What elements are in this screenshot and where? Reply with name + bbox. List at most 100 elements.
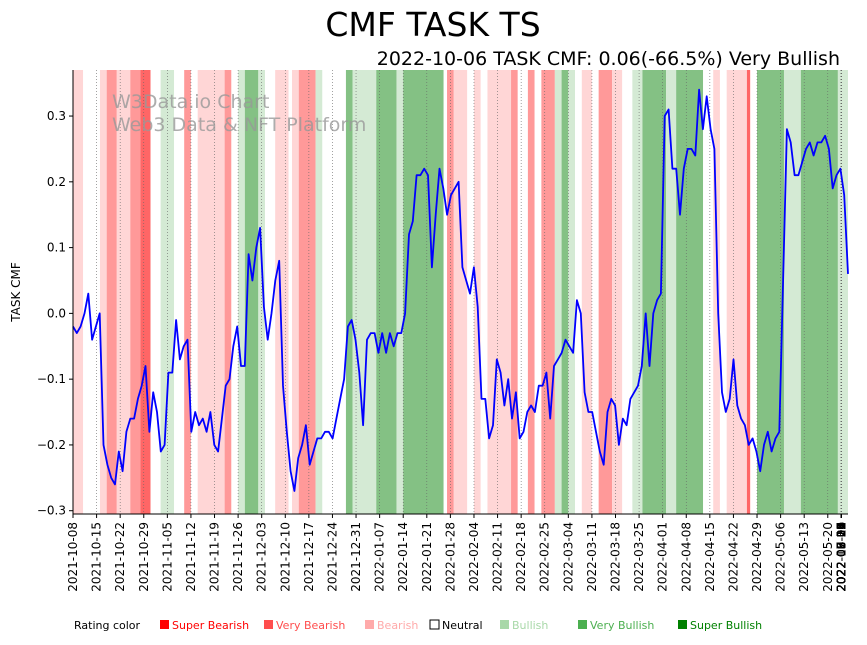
rating-band-neutral (443, 70, 448, 514)
x-tick-label: 2022-09-02 (834, 522, 848, 592)
x-tick-label: 2022-01-28 (443, 522, 457, 592)
rating-band-bullish (238, 70, 245, 514)
x-tick-label: 2022-03-18 (609, 522, 623, 592)
rating-band-bearish (487, 70, 512, 514)
rating-band-very-bullish (403, 70, 444, 514)
rating-band-bearish (197, 70, 225, 514)
rating-band-bullish (352, 70, 377, 514)
x-tick-label: 2022-02-11 (491, 522, 505, 592)
rating-band-bullish (632, 70, 643, 514)
x-tick-label: 2022-01-14 (396, 522, 410, 592)
x-tick-label: 2021-10-22 (113, 522, 127, 592)
legend-swatch (578, 620, 587, 629)
rating-band-very-bearish (598, 70, 613, 514)
x-tick-label: 2022-06-17 (834, 522, 848, 592)
x-tick-label: 2022-09-23 (834, 522, 848, 592)
rating-band-neutral (174, 70, 185, 514)
rating-band-bearish (99, 70, 107, 514)
rating-band-bullish (396, 70, 404, 514)
legend-item-label: Super Bearish (172, 619, 249, 632)
rating-band-neutral (750, 70, 758, 514)
x-tick-label: 2022-06-24 (834, 522, 848, 592)
rating-band-bullish (568, 70, 576, 514)
rating-band-neutral (719, 70, 727, 514)
x-tick-label: 2021-10-15 (90, 522, 104, 592)
x-tick-label: 2021-11-12 (184, 522, 198, 592)
x-tick-label: 2022-09-30 (834, 522, 848, 592)
x-tick-label: 2021-12-24 (325, 522, 339, 592)
x-tick-label: 2021-12-03 (255, 522, 269, 592)
x-tick-label: 2022-05-27 (834, 522, 848, 592)
legend-item-label: Super Bullish (690, 619, 762, 632)
rating-band-neutral (534, 70, 542, 514)
y-tick-label: 0.3 (47, 109, 66, 123)
legend-swatch (160, 620, 169, 629)
legend-item-label: Bullish (512, 619, 548, 632)
x-tick-label: 2022-09-16 (834, 522, 848, 592)
rating-band-neutral (517, 70, 528, 514)
rating-band-neutral (703, 70, 714, 514)
x-tick-label: 2022-06-10 (834, 522, 848, 592)
x-tick-label: 2022-10-06 (834, 522, 848, 592)
x-tick-label: 2021-11-26 (231, 522, 245, 592)
rating-band-neutral (83, 70, 100, 514)
rating-band-very-bullish (676, 70, 704, 514)
rating-band-very-bearish (541, 70, 555, 514)
rating-band-bearish (612, 70, 623, 514)
x-tick-label: 2022-04-22 (726, 522, 740, 592)
x-tick-label: 2022-02-04 (467, 522, 481, 592)
x-tick-label: 2021-12-31 (349, 522, 363, 592)
x-tick-label: 2022-04-01 (656, 522, 670, 592)
x-tick-label: 2022-06-03 (834, 522, 848, 592)
y-ticks: −0.3 −0.2 −0.1 0.0 0.1 0.2 0.3 (37, 109, 73, 518)
rating-band-bullish (315, 70, 323, 514)
x-tick-label: 2021-12-10 (278, 522, 292, 592)
rating-band-bearish (275, 70, 289, 514)
rating-band-bullish (554, 70, 562, 514)
rating-band-very-bullish (561, 70, 569, 514)
x-tick-label: 2021-10-29 (137, 522, 151, 592)
x-tick-label: 2022-05-06 (774, 522, 788, 592)
x-tick-label: 2021-12-17 (302, 522, 316, 592)
legend-swatch (678, 620, 687, 629)
rating-band-neutral (231, 70, 239, 514)
x-tick-label: 2021-11-19 (208, 522, 222, 592)
rating-band-neutral (622, 70, 633, 514)
rating-band-very-bearish (298, 70, 316, 514)
y-tick-label: 0.0 (47, 306, 66, 320)
rating-band-bearish (453, 70, 468, 514)
rating-band-very-bullish (376, 70, 397, 514)
rating-band-very-bullish (244, 70, 259, 514)
x-tick-label: 2022-04-29 (750, 522, 764, 592)
x-ticks: 2021-10-08 2021-10-15 2021-10-22 2021-10-29… (66, 514, 848, 592)
rating-band-bullish (666, 70, 677, 514)
watermark-line-2: Web3 Data & NFT Platform (112, 114, 366, 136)
legend-item-label: Very Bullish (590, 619, 654, 632)
x-tick-label: 2022-04-08 (679, 522, 693, 592)
rating-band-super-bearish (746, 70, 751, 514)
rating-band-very-bearish (130, 70, 141, 514)
y-tick-label: −0.3 (37, 504, 66, 518)
watermark-line-1: W3Data.io Chart (112, 91, 269, 113)
legend-swatch (429, 619, 440, 630)
x-tick-label: 2022-08-05 (834, 522, 848, 592)
rating-band-neutral (480, 70, 488, 514)
legend-item-label: Neutral (442, 619, 483, 632)
y-tick-label: 0.2 (47, 175, 66, 189)
series-line-task-cmf (72, 88, 849, 492)
legend-swatch (365, 620, 374, 629)
rating-band-bearish (581, 70, 592, 514)
y-tick-label: 0.1 (47, 241, 66, 255)
rating-bands (72, 70, 848, 514)
rating-band-neutral (322, 70, 346, 514)
rating-band-super-bearish (140, 70, 151, 514)
rating-band-bearish (473, 70, 481, 514)
axes (72, 70, 848, 515)
rating-band-very-bullish (757, 70, 784, 514)
rating-band-very-bearish (527, 70, 535, 514)
x-tick-label: 2022-04-15 (703, 522, 717, 592)
chart-title: CMF TASK TS (325, 5, 540, 44)
x-tick-label: 2022-08-19 (834, 522, 848, 592)
x-tick-label: 2022-01-21 (420, 522, 434, 592)
